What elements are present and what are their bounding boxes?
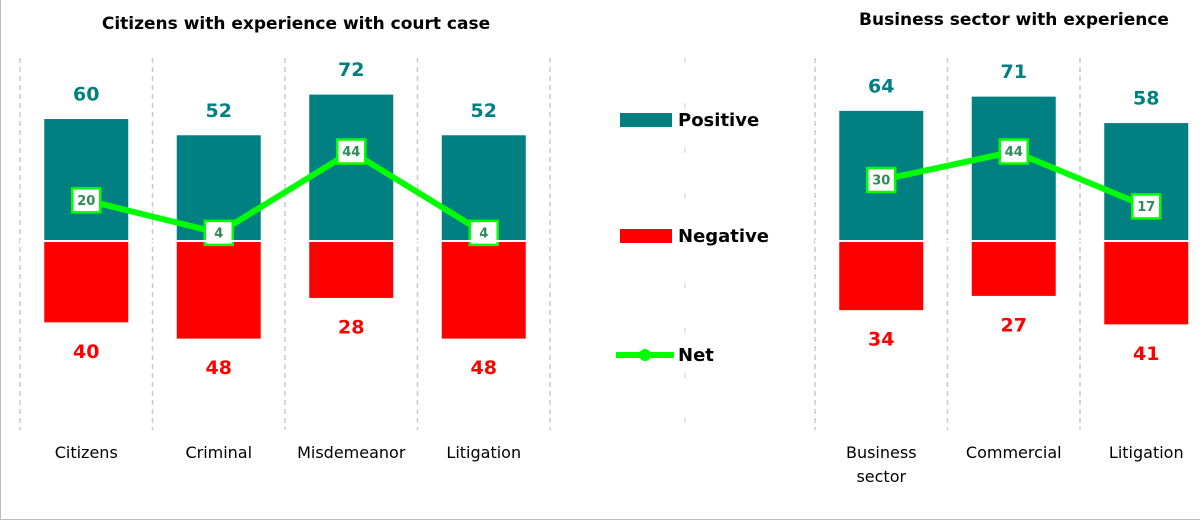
net-label: 44 [342, 145, 360, 160]
chart-title: Business sector with experience [859, 10, 1169, 30]
net-marker [336, 138, 367, 165]
bar [971, 96, 1056, 241]
value-label: 52 [206, 100, 232, 122]
x-tick-label: Commercial [965, 443, 1062, 462]
value-label: 72 [338, 59, 364, 81]
value-label: 58 [1133, 88, 1159, 110]
value-label: 41 [1133, 343, 1159, 365]
bar [44, 119, 129, 241]
value-label: 52 [471, 100, 497, 122]
bar [441, 241, 526, 339]
value-label: 28 [338, 316, 364, 338]
legend-swatch [620, 229, 672, 243]
legend-label: Negative [678, 226, 769, 247]
x-tick-label: Business sector [845, 443, 917, 486]
value-label: 64 [868, 75, 894, 97]
x-tick-label: Misdemeanor [297, 443, 406, 462]
x-tick-label: Litigation [1108, 443, 1184, 462]
legend-swatch [639, 349, 651, 361]
bar [309, 241, 394, 298]
bar [971, 241, 1056, 296]
legend-label: Positive [678, 110, 759, 131]
x-tick-label: Litigation [446, 443, 522, 462]
legend-swatch [620, 113, 672, 127]
bar [839, 241, 924, 311]
value-label: 40 [73, 341, 99, 363]
value-label: 48 [206, 357, 232, 379]
net-label: 20 [77, 194, 95, 209]
value-label: 60 [73, 84, 99, 106]
bar [176, 241, 261, 339]
value-label: 27 [1001, 314, 1027, 336]
net-label: 4 [479, 226, 488, 241]
bar [44, 241, 129, 323]
legend-label: Net [678, 345, 714, 366]
bar [1104, 241, 1189, 325]
net-label: 30 [872, 174, 890, 189]
net-marker [1131, 193, 1162, 220]
value-label: 48 [471, 357, 497, 379]
net-label: 17 [1137, 200, 1155, 215]
x-tick-label: Criminal [185, 443, 253, 462]
value-label: 34 [868, 329, 894, 351]
net-marker [71, 187, 102, 214]
bar [1104, 123, 1189, 241]
value-label: 71 [1001, 61, 1027, 83]
x-tick-label: Citizens [54, 443, 118, 462]
net-marker [866, 166, 897, 194]
net-label: 44 [1005, 145, 1023, 160]
net-marker [998, 138, 1029, 165]
net-line [85, 148, 486, 237]
net-label: 4 [214, 226, 223, 241]
chart-title: Citizens with experience with court case [102, 14, 490, 34]
